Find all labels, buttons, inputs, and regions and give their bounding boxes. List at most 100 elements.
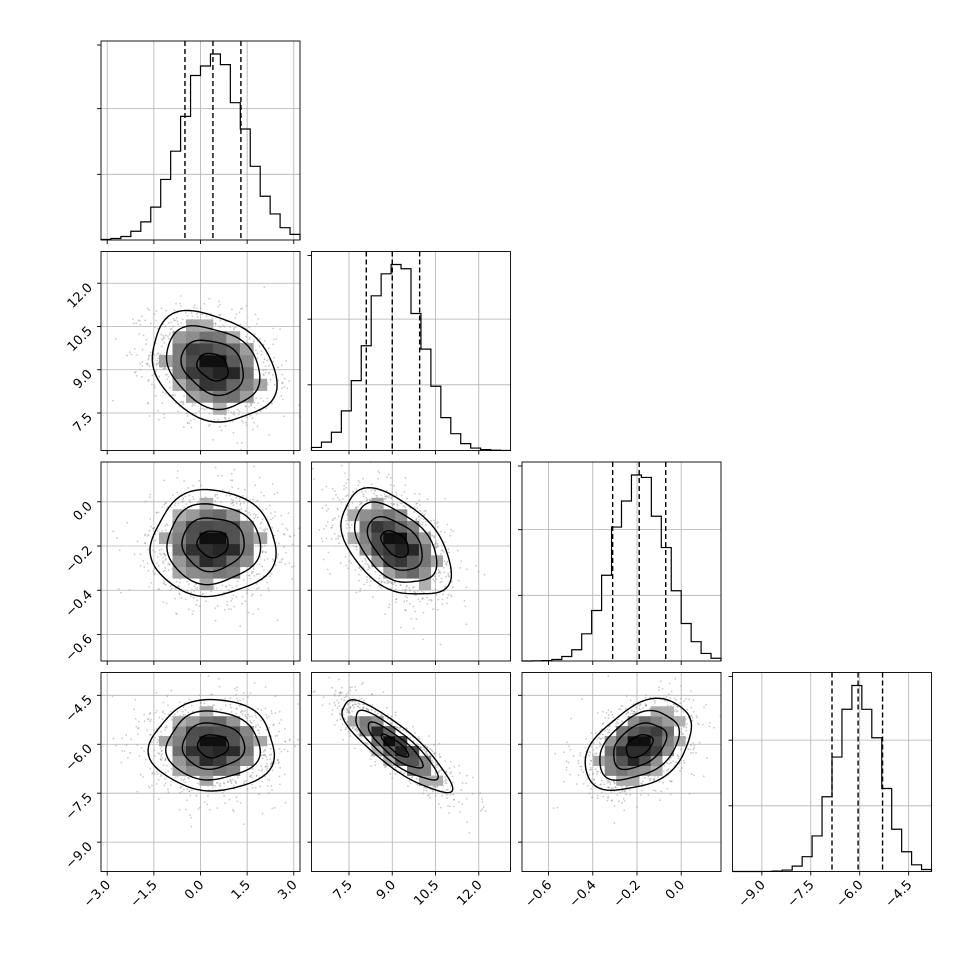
scatter-point [334,517,337,519]
scatter-point [636,806,638,808]
density-cell [212,745,227,757]
density-cell [226,555,241,568]
scatter-point [170,689,173,692]
density-cell [650,755,663,766]
scatter-point [265,407,267,410]
scatter-point [252,568,255,571]
scatter-point [610,787,613,790]
scatter-point [696,716,698,719]
scatter-point [426,498,429,501]
scatter-point [607,714,610,717]
scatter-point [237,580,239,583]
scatter-point [144,534,146,537]
scatter-point [158,716,161,719]
scatter-point [425,520,427,523]
scatter-point [165,523,168,525]
scatter-point [362,703,364,706]
scatter-point [188,790,191,793]
scatter-point [331,713,334,716]
scatter-point [346,711,348,713]
scatter-point [355,546,358,548]
scatter-point [263,569,265,572]
scatter-point [356,728,359,731]
scatter-point [185,808,187,811]
scatter-point [214,784,216,787]
scatter-point [398,728,401,731]
scatter-point [169,328,172,331]
scatter-point [161,338,164,340]
scatter-point [405,609,407,611]
scatter-point [399,626,402,629]
scatter-point [175,581,178,583]
scatter-point [667,768,670,771]
scatter-point [273,762,276,765]
scatter-point [193,304,196,307]
scatter-point [186,415,189,417]
scatter-point [164,726,167,729]
scatter-point [675,699,678,701]
scatter-point [164,729,166,731]
scatter-point [186,799,188,802]
scatter-point [230,782,233,785]
scatter-point [250,403,253,406]
scatter-point [167,335,169,338]
scatter-point [191,315,194,318]
scatter-point [134,370,137,373]
scatter-point [214,324,217,326]
scatter-point [186,590,189,593]
scatter-point [437,545,439,548]
scatter-point [162,710,165,713]
scatter-point [343,484,346,487]
scatter-point [264,775,266,778]
scatter-point [347,567,350,570]
scatter-point [247,611,250,614]
density-cell [253,532,268,545]
density-cell [186,566,200,579]
scatter-point [371,596,374,598]
scatter-point [422,789,425,792]
scatter-point [437,764,439,767]
scatter-point [129,351,131,354]
scatter-point [603,783,605,786]
scatter-point [437,803,440,805]
x-tick-label: −7.5 [785,878,818,911]
scatter-point [245,405,248,408]
scatter-point [182,498,185,501]
scatter-point [237,776,239,779]
scatter-point [250,595,253,597]
scatter-point [306,351,308,353]
scatter-point [602,722,604,725]
scatter-point [453,799,455,801]
scatter-panel: −3.0 −1.5 0.0 1.5 3.0−9.0−7.5−6.0−4.5 [63,672,301,911]
scatter-point [162,562,165,564]
scatter-point [325,485,328,488]
scatter-point [370,483,373,486]
scatter-point [695,751,697,754]
scatter-point [167,713,170,716]
scatter-point [237,487,240,490]
scatter-point [241,602,244,605]
density-cell [226,566,241,579]
scatter-point [613,781,616,784]
density-cell [199,532,214,545]
scatter-point [142,334,145,337]
scatter-point [227,409,230,412]
scatter-point [413,590,415,593]
scatter-point [630,710,633,712]
scatter-point [448,551,450,554]
scatter-point [233,605,236,608]
scatter-point [458,772,461,774]
scatter-point [405,585,408,588]
scatter-point [329,572,331,575]
scatter-point [157,738,159,741]
scatter-point [344,555,347,558]
scatter-point [424,751,427,753]
scatter-point [179,305,182,308]
scatter-point [413,586,415,589]
scatter-point [268,371,271,374]
scatter-point [207,425,210,427]
scatter-point [277,529,279,532]
scatter-point [279,328,281,330]
scatter-point [269,763,272,765]
scatter-point [351,700,354,702]
